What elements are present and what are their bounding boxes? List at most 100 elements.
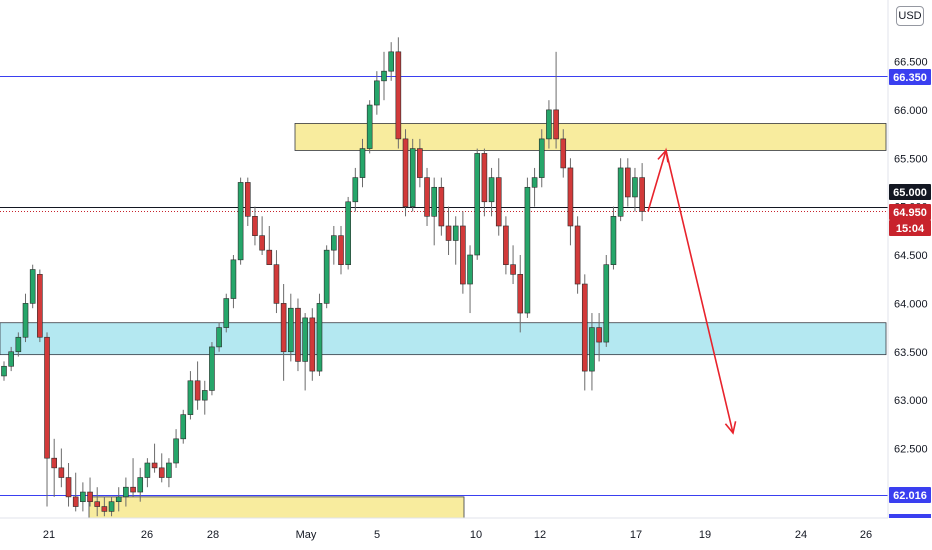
- price-tick-label: 63.500: [894, 347, 928, 359]
- candle: [316, 293, 323, 376]
- candle-body-up: [166, 462, 172, 478]
- candle: [94, 487, 101, 517]
- candle: [15, 332, 22, 357]
- candle: [273, 250, 280, 314]
- candle: [130, 458, 136, 497]
- candle-body-down: [101, 506, 108, 512]
- candle: [252, 206, 258, 246]
- candle-body-down: [503, 225, 509, 265]
- price-label-bg: [889, 487, 931, 503]
- candle-body-down: [266, 249, 273, 265]
- candle: [581, 274, 588, 391]
- candle-body-up: [123, 486, 129, 498]
- time-tick-label: 28: [207, 529, 219, 541]
- candle: [431, 177, 438, 246]
- candle: [187, 371, 194, 420]
- candle: [166, 458, 172, 488]
- candle-body-down: [510, 264, 516, 275]
- candle: [158, 453, 165, 483]
- candle-body-down: [438, 186, 445, 227]
- price-label-text: 64.950: [893, 207, 927, 219]
- price-labels: 66.350 65.000 64.950 15:04 62.016: [889, 69, 931, 518]
- candle: [467, 245, 473, 314]
- price-label-bg: [889, 220, 931, 236]
- candle-body-up: [80, 491, 86, 503]
- candle-body-up: [137, 477, 144, 493]
- candle-body-down: [158, 467, 165, 478]
- candle-body-down: [130, 486, 136, 493]
- currency-badge[interactable]: USD: [896, 6, 924, 26]
- candle: [87, 477, 93, 507]
- arrow-path: [647, 147, 734, 434]
- candle: [22, 293, 29, 343]
- candle-body-down: [194, 380, 201, 401]
- candle: [574, 216, 581, 294]
- time-tick-label: May: [296, 529, 317, 541]
- price-tick-label: 65.500: [894, 153, 928, 165]
- candle: [209, 342, 215, 396]
- candle-body-down: [44, 336, 50, 459]
- candle: [424, 167, 430, 226]
- axis-marker: [889, 514, 931, 518]
- price-axis[interactable]: 62.500 63.000 63.500 64.000 64.500 65.000 65.5…: [894, 57, 928, 456]
- price-label-text: 66.350: [893, 72, 927, 84]
- candle-body-down: [517, 274, 524, 314]
- candles-layer: [1, 37, 645, 517]
- price-label-text: 65.000: [893, 187, 927, 199]
- candle-body-up: [115, 496, 122, 503]
- candle-body-down: [395, 51, 402, 140]
- candle: [151, 443, 158, 473]
- candle-body-up: [610, 216, 617, 265]
- candle-body-down: [309, 317, 316, 372]
- candle: [44, 332, 50, 507]
- candle: [524, 177, 531, 318]
- price-label-text: 15:04: [896, 223, 925, 235]
- candle-body-up: [531, 177, 538, 188]
- candle: [295, 298, 301, 372]
- candle-body-up: [237, 182, 244, 261]
- candle-body-up: [488, 177, 495, 203]
- candle: [244, 177, 251, 226]
- candle-body-up: [474, 153, 481, 256]
- price-label-text: 62.016: [893, 490, 927, 502]
- candle-body-down: [624, 167, 631, 198]
- candle-body-up: [359, 148, 366, 178]
- candle: [173, 429, 179, 468]
- candle: [287, 293, 294, 362]
- candle-body-down: [460, 225, 466, 285]
- candle-body-down: [581, 283, 588, 372]
- candle-body-up: [209, 346, 215, 391]
- candle-body-down: [72, 496, 79, 507]
- candle: [58, 448, 65, 488]
- candle-body-down: [87, 491, 93, 503]
- candle-body-up: [617, 167, 624, 217]
- candle: [366, 100, 373, 154]
- candle-body-up: [180, 414, 187, 440]
- candle: [517, 255, 524, 333]
- prev-close-label: 65.000: [889, 184, 931, 200]
- candle-body-up: [15, 336, 22, 353]
- candle-body-up: [230, 259, 237, 299]
- candle: [51, 438, 57, 497]
- candle: [589, 313, 595, 391]
- candle: [230, 255, 237, 309]
- candle: [546, 100, 552, 149]
- candle-body-down: [51, 457, 57, 469]
- candle: [560, 129, 567, 178]
- last-price-label: 64.950: [889, 204, 931, 220]
- time-axis[interactable]: 21 26 28 May 5 10 12 17 19 24 26: [43, 529, 872, 541]
- candle: [624, 158, 631, 207]
- supply-zone: [294, 123, 887, 151]
- candle: [510, 245, 516, 285]
- candle: [531, 167, 538, 207]
- demand-zone: [0, 322, 887, 356]
- candle: [481, 148, 488, 217]
- time-tick-label: 5: [374, 529, 380, 541]
- candle: [29, 264, 36, 309]
- candle-body-down: [639, 177, 645, 212]
- candle-body-down: [252, 216, 258, 236]
- candle: [495, 158, 502, 236]
- candle-body-down: [424, 177, 430, 217]
- candle-body-down: [481, 153, 488, 203]
